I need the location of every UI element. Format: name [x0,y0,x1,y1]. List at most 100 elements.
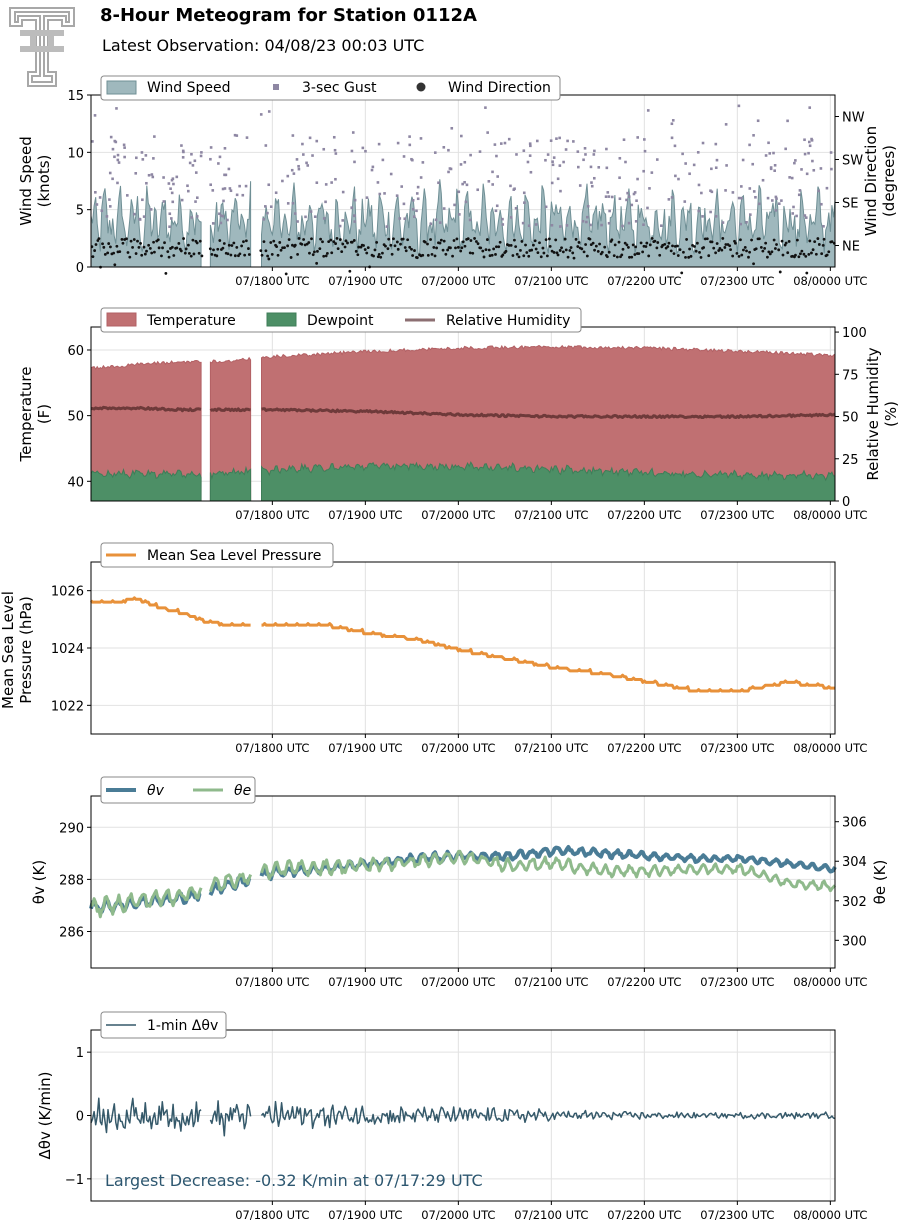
mslp-line [261,622,835,693]
wind-direction-point [444,252,448,256]
wind-direction-point [525,251,529,254]
gust-point [341,219,345,222]
gust-point [677,177,680,181]
dtheta-line [209,1100,252,1137]
wind-direction-point [401,237,405,241]
gust-point [642,169,645,173]
wind-direction-point [455,237,459,241]
gust-point [93,114,97,117]
wind-direction-point [356,253,360,257]
gust-point [419,176,423,179]
wind-direction-point [585,254,589,258]
wind-direction-point [799,252,802,256]
gust-point [773,163,777,167]
gust-point [626,191,629,195]
wind-direction-point [131,245,134,249]
wind-direction-point [576,245,580,248]
wind-direction-point [461,240,465,244]
wind-direction-point [216,247,220,251]
legend-swatch [273,84,279,90]
gust-point [100,209,104,213]
gust-point [493,143,497,146]
relative-humidity-line [90,405,202,413]
wind-direction-point [94,243,98,246]
gust-point [764,154,768,157]
gust-point [674,174,677,178]
wind-direction-point [350,240,354,244]
gust-point [509,216,513,219]
wind-direction-point [787,240,791,243]
wind-direction-point [161,246,164,250]
gust-point [724,123,728,126]
wind-direction-point [534,247,538,251]
wind-direction-point [363,248,367,251]
wind-direction-point [676,254,680,257]
x-tick-label: 07/2100 UTC [514,741,588,755]
wind-direction-point [344,239,348,243]
gust-point [429,222,433,226]
gust-point [324,183,328,186]
wind-direction-point [698,250,701,254]
wind-direction-point [297,237,301,240]
gust-point [450,126,454,130]
gust-point [745,220,748,224]
wind-direction-point [710,240,714,244]
gust-point [807,151,810,155]
gust-point [233,133,237,137]
gust-point [286,202,290,205]
y2-tick-label: 300 [842,934,867,949]
gust-point [402,155,406,158]
gust-point [172,182,175,186]
wind-direction-point [186,243,190,247]
gust-point [528,142,532,145]
wind-direction-point [276,253,280,257]
wind-direction-point [286,244,290,248]
x-tick-label: 07/2200 UTC [607,508,681,522]
gust-point [552,156,556,159]
gust-point [191,164,195,167]
wind-direction-point [589,243,593,247]
gust-point [302,153,305,156]
gust-point [795,214,798,218]
y-tick-label: 15 [67,89,84,104]
gust-point [235,193,239,197]
wind-direction-point [379,255,383,259]
wind-direction-point [315,261,319,265]
wind-direction-point [797,255,801,259]
gust-point [170,217,173,220]
gust-point [710,190,714,194]
gust-point [141,158,145,161]
gust-point [578,184,582,187]
gust-point [140,151,144,154]
wind-direction-point [413,249,416,252]
wind-direction-point [625,243,629,247]
gust-point [116,158,120,162]
gust-point [113,139,117,143]
wind-direction-point [396,247,400,251]
gust-point [168,225,171,229]
theta-e-line [208,872,252,893]
y2-tick-label: NE [842,240,860,255]
gust-point [487,180,491,183]
gust-point [297,164,300,168]
wind-direction-point [375,240,379,244]
gust-point [306,164,310,167]
wind-direction-point [222,242,226,245]
x-tick-label: 07/2200 UTC [607,274,681,288]
gust-point [586,204,590,208]
wind-direction-point [742,248,745,252]
y-tick-label: 1022 [51,699,84,714]
wind-direction-point [607,250,611,254]
wind-direction-point [628,255,631,259]
wind-direction-point [121,241,125,245]
gust-point [108,171,112,175]
wind-direction-point [377,253,381,256]
wind-direction-point [676,244,679,248]
gust-point [267,183,271,187]
wind-direction-point [777,248,781,252]
gust-point [195,196,199,200]
wind-direction-point [404,249,408,253]
wind-direction-point [545,254,549,258]
wind-direction-point [423,240,427,244]
